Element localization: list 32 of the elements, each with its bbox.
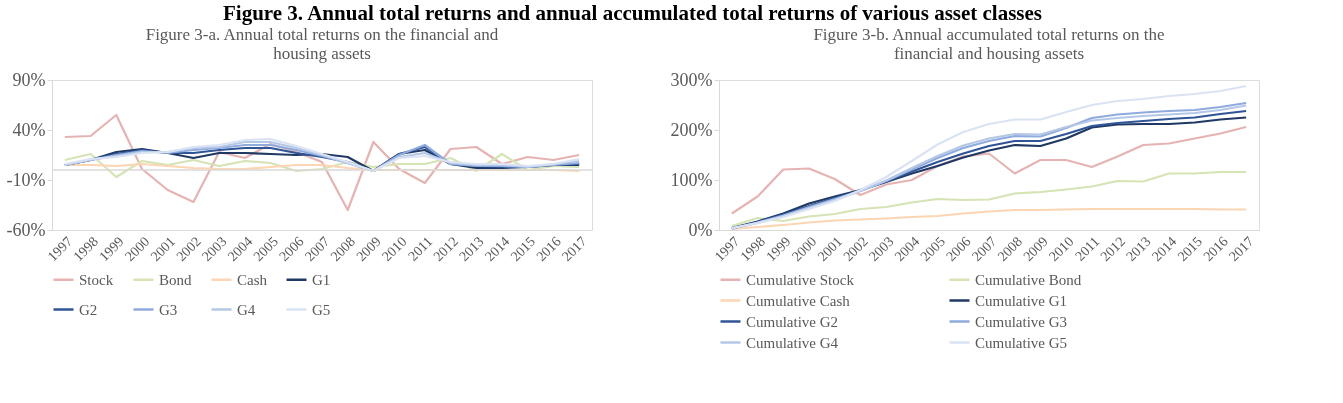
legend-label: Cumulative Cash <box>746 292 851 309</box>
legend-label: G1 <box>312 271 331 288</box>
legend-label: Stock <box>79 271 114 288</box>
y-tick-label: 100% <box>670 169 713 190</box>
y-tick-label: 200% <box>670 119 713 140</box>
legend-label: Cumulative G3 <box>975 313 1068 330</box>
y-tick-label: 300% <box>670 69 713 90</box>
legend-label: Cumulative Stock <box>746 271 855 288</box>
legend-label: G5 <box>312 301 331 318</box>
line-series <box>730 170 1248 228</box>
y-tick-label: 40% <box>12 119 46 140</box>
legend-label: Cumulative G5 <box>975 334 1068 351</box>
y-tick-label: -10% <box>6 169 46 190</box>
caption: Figure 3. Annual total returns and annual accumulated total returns of various asset classes <box>222 0 1043 25</box>
y-tick-label: 90% <box>12 69 46 90</box>
chart-title: Figure 3-a. Annual total returns on the financial and housing assets <box>145 25 499 63</box>
y-tick-label: 0% <box>688 219 713 240</box>
chart-title: Figure 3-b. Annual accumulated total returns on the financial and housing assets <box>813 25 1165 63</box>
y-tick-label: -60% <box>6 219 46 240</box>
legend-label: Cumulative G2 <box>746 313 839 330</box>
legend-label: Cash <box>237 271 268 288</box>
legend-label: Cumulative G1 <box>975 292 1068 309</box>
line-series <box>730 207 1248 231</box>
legend-label: G4 <box>237 301 256 318</box>
line-series <box>63 113 581 212</box>
legend-label: G2 <box>79 301 98 318</box>
legend-label: G3 <box>159 301 178 318</box>
legend-label: Bond <box>159 271 192 288</box>
line-series <box>63 152 581 179</box>
legend-label: Cumulative G4 <box>746 334 839 351</box>
line-series <box>730 125 1248 215</box>
legend-label: Cumulative Bond <box>975 271 1082 288</box>
